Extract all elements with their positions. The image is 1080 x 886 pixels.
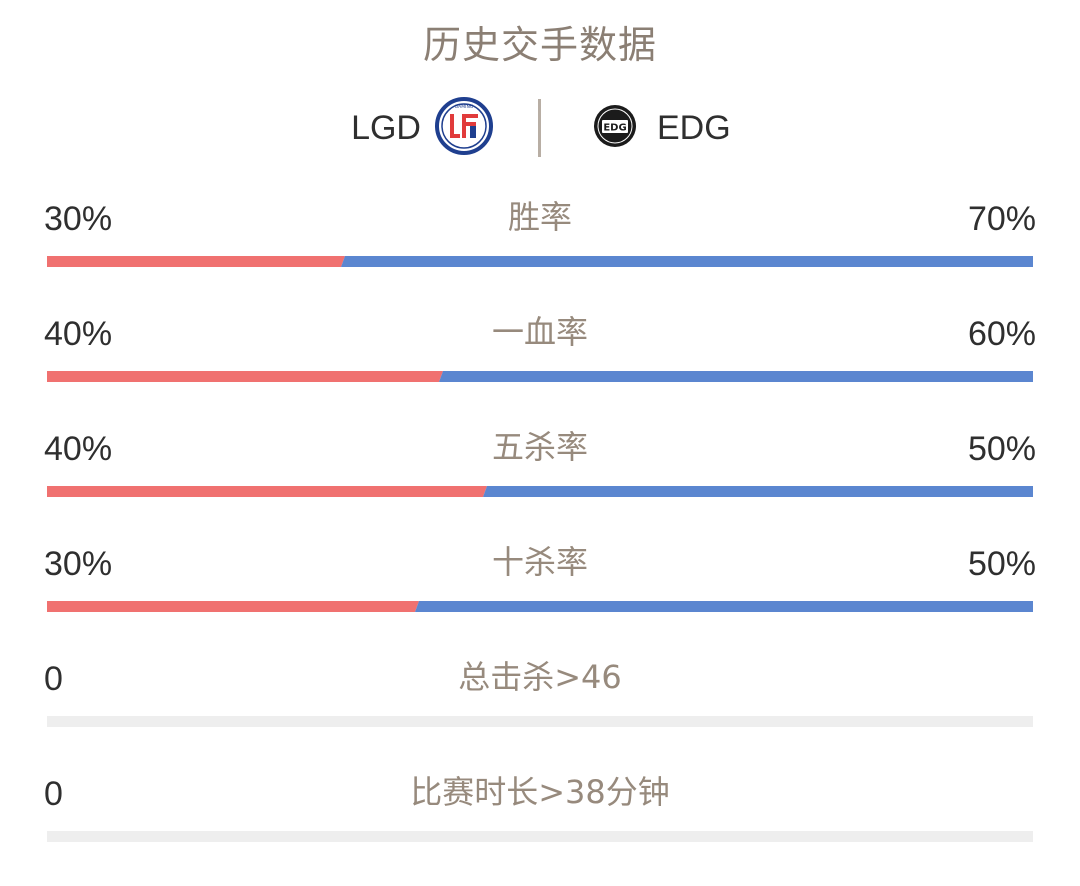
stat-bar-left-fill: [47, 486, 487, 497]
stat-bar-left-fill: [47, 601, 419, 612]
stat-left-value: 30%: [44, 545, 113, 583]
stat-bar: [47, 716, 1033, 727]
teams-header: LGD GAMING EDG EDG: [0, 96, 1080, 160]
stat-right-value: 50%: [967, 430, 1036, 468]
stat-left-value: 40%: [44, 430, 113, 468]
stat-left-value: 30%: [44, 200, 113, 238]
team-right-name: EDG: [657, 108, 731, 147]
stat-label: 十杀率: [491, 543, 588, 581]
stat-left-value: 0: [44, 775, 63, 813]
stat-left-value: 40%: [44, 315, 113, 353]
stat-bar-left-fill: [47, 256, 345, 267]
stat-label: 五杀率: [491, 428, 588, 466]
stat-left-value: 0: [44, 660, 63, 698]
svg-text:EDG: EDG: [603, 123, 626, 134]
stat-label: 比赛时长>38分钟: [410, 773, 670, 811]
stat-row-penta-kill-rate: 40% 五杀率 50%: [0, 426, 1080, 541]
stat-bar-left-fill: [47, 371, 443, 382]
stat-bar-right-fill: [415, 601, 1033, 612]
stat-bar: [47, 371, 1033, 382]
stat-bar-empty: [47, 716, 1033, 727]
lgd-logo-icon: GAMING: [435, 97, 493, 159]
stat-row-ten-kill-rate: 30% 十杀率 50%: [0, 541, 1080, 656]
stat-bar: [47, 486, 1033, 497]
stat-bar-right-fill: [439, 371, 1033, 382]
stat-bar: [47, 831, 1033, 842]
edg-logo-icon: EDG: [593, 104, 637, 152]
stat-bar-right-fill: [483, 486, 1033, 497]
svg-text:GAMING: GAMING: [455, 104, 474, 110]
stat-row-win-rate: 30% 胜率 70%: [0, 196, 1080, 311]
stat-right-value: 50%: [967, 545, 1036, 583]
stat-label: 一血率: [491, 313, 588, 351]
stat-right-value: 60%: [967, 315, 1036, 353]
stat-label: 胜率: [507, 198, 572, 236]
team-left-name: LGD: [351, 108, 421, 147]
team-left: LGD GAMING: [351, 96, 493, 160]
stat-bar-right-fill: [341, 256, 1033, 267]
stat-bar: [47, 256, 1033, 267]
page-title: 历史交手数据: [422, 23, 657, 67]
stat-label: 总击杀>46: [458, 658, 622, 696]
stat-bar: [47, 601, 1033, 612]
stat-row-game-duration: 0 比赛时长>38分钟: [0, 771, 1080, 886]
stat-row-total-kills: 0 总击杀>46: [0, 656, 1080, 771]
stat-right-value: 70%: [967, 200, 1036, 238]
team-right: EDG EDG: [593, 96, 731, 160]
stat-row-first-blood-rate: 40% 一血率 60%: [0, 311, 1080, 426]
stat-bar-empty: [47, 831, 1033, 842]
team-divider: [538, 99, 541, 157]
